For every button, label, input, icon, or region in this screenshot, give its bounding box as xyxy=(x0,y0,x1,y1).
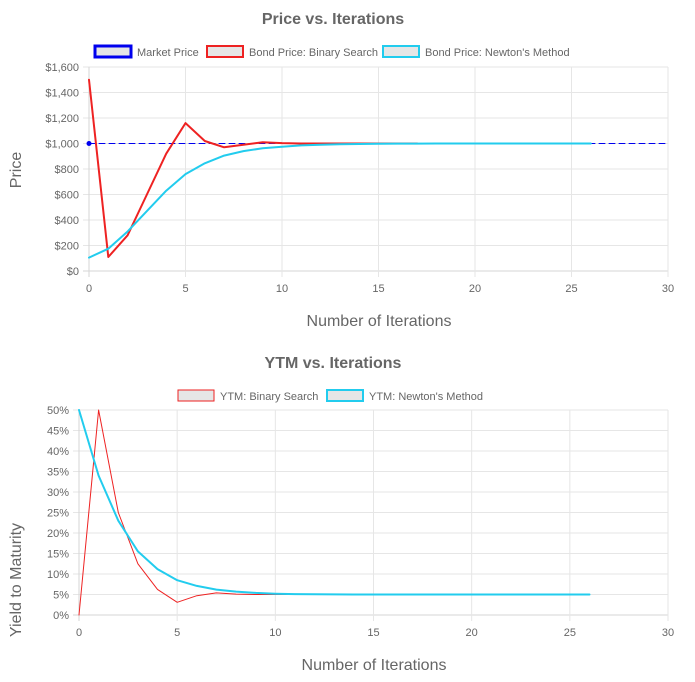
x-tick-label: 20 xyxy=(469,283,481,295)
market-price-point[interactable] xyxy=(86,141,92,146)
x-tick-label: 15 xyxy=(372,283,384,295)
ytm-chart-svg: YTM vs. Iterations YTM: Binary Search YTM… xyxy=(8,355,674,674)
x-axis-title: Number of Iterations xyxy=(307,313,452,330)
y-tick-label: $0 xyxy=(67,266,79,278)
y-tick-label: $1,200 xyxy=(45,113,79,125)
x-tick-label: 25 xyxy=(564,627,576,639)
x-tick-label: 30 xyxy=(662,283,674,295)
ytm-chart: YTM vs. Iterations YTM: Binary Search YTM… xyxy=(0,340,695,682)
price-chart-svg: Price vs. Iterations Market Price Bond Pr… xyxy=(8,11,674,330)
y-axis-title: Price xyxy=(8,152,25,189)
x-tick-label: 20 xyxy=(466,627,478,639)
legend-swatch[interactable] xyxy=(382,45,420,58)
y-axis-title: Yield to Maturity xyxy=(8,523,25,637)
chart-legend: YTM: Binary Search YTM: Newton's Method xyxy=(177,389,483,403)
legend-swatch[interactable] xyxy=(206,45,244,58)
y-tick-label: 50% xyxy=(47,405,69,417)
y-tick-label: $1,000 xyxy=(45,139,79,151)
y-tick-label: 45% xyxy=(47,426,69,438)
y-tick-label: $1,400 xyxy=(45,88,79,100)
legend-swatch[interactable] xyxy=(177,389,215,402)
x-tick-label: 0 xyxy=(86,283,92,295)
y-tick-label: 5% xyxy=(53,590,69,602)
y-tick-label: 20% xyxy=(47,528,69,540)
series-line[interactable] xyxy=(88,78,419,258)
y-tick-label: 10% xyxy=(47,569,69,581)
y-axis-ticks: $0 $200 $400 $600 $800 $1,000 $1,200 $1,400 $1,6… xyxy=(45,62,79,278)
x-tick-label: 15 xyxy=(367,627,379,639)
grid xyxy=(73,409,669,621)
legend-swatch[interactable] xyxy=(326,389,364,402)
x-axis-ticks: 0 5 10 15 20 25 30 xyxy=(76,627,674,639)
y-tick-label: $400 xyxy=(55,215,79,227)
y-tick-label: 40% xyxy=(47,446,69,458)
legend-label[interactable]: Bond Price: Newton's Method xyxy=(425,47,570,59)
x-tick-label: 30 xyxy=(662,627,674,639)
y-tick-label: $800 xyxy=(55,164,79,176)
x-tick-label: 10 xyxy=(276,283,288,295)
chart-legend: Market Price Bond Price: Binary Search Bon… xyxy=(93,44,570,59)
y-tick-label: 15% xyxy=(47,549,69,561)
x-tick-label: 5 xyxy=(182,283,188,295)
x-axis-title: Number of Iterations xyxy=(302,657,447,674)
legend-label[interactable]: Bond Price: Binary Search xyxy=(249,47,378,59)
series-lines xyxy=(86,78,669,259)
legend-label[interactable]: YTM: Newton's Method xyxy=(369,391,483,403)
legend-swatch[interactable] xyxy=(93,44,133,59)
x-tick-label: 0 xyxy=(76,627,82,639)
y-tick-label: 25% xyxy=(47,508,69,520)
series-line[interactable] xyxy=(78,409,591,596)
y-tick-label: $1,600 xyxy=(45,62,79,74)
grid xyxy=(83,66,669,277)
chart-title: Price vs. Iterations xyxy=(262,11,404,28)
y-axis-ticks: 0% 5% 10% 15% 20% 25% 30% 35% 40% 45% 50% xyxy=(47,405,69,622)
x-tick-label: 25 xyxy=(565,283,577,295)
x-tick-label: 5 xyxy=(174,627,180,639)
x-axis-ticks: 0 5 10 15 20 25 30 xyxy=(86,283,674,295)
y-tick-label: 0% xyxy=(53,610,69,622)
series-line[interactable] xyxy=(88,142,592,259)
y-tick-label: $600 xyxy=(55,190,79,202)
chart-title: YTM vs. Iterations xyxy=(265,355,402,372)
x-tick-label: 10 xyxy=(269,627,281,639)
series-lines xyxy=(78,409,591,616)
y-tick-label: $200 xyxy=(55,241,79,253)
legend-label[interactable]: YTM: Binary Search xyxy=(220,391,318,403)
y-tick-label: 30% xyxy=(47,487,69,499)
y-tick-label: 35% xyxy=(47,467,69,479)
legend-label[interactable]: Market Price xyxy=(137,47,199,59)
price-chart: Price vs. Iterations Market Price Bond Pr… xyxy=(0,0,695,340)
